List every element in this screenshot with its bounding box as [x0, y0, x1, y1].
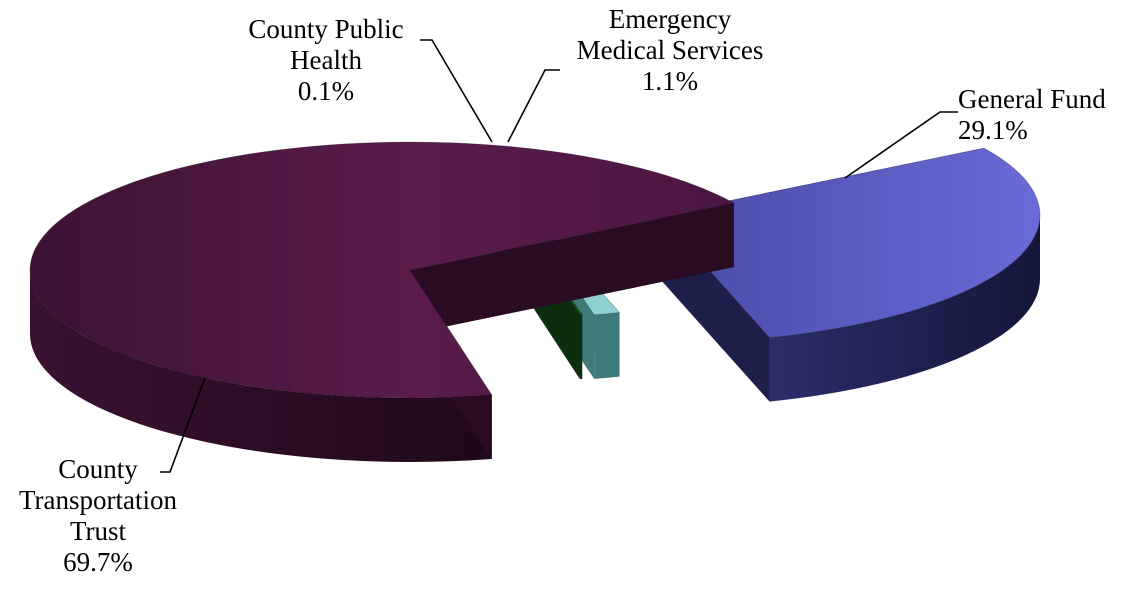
slice-percent-label: 69.7%: [63, 547, 133, 577]
leader-line: [420, 39, 493, 143]
slice-name-label: Transportation: [19, 485, 178, 515]
slice-name-label: Trust: [70, 516, 127, 546]
slice-percent-label: 0.1%: [298, 76, 354, 106]
slice-name-label: Health: [290, 45, 362, 75]
slice-percent-label: 29.1%: [958, 115, 1028, 145]
slice-name-label: Medical Services: [577, 35, 764, 65]
leader-line: [844, 111, 958, 179]
slice-name-label: General Fund: [958, 84, 1106, 114]
slice-label: County Public Health 0.1%: [248, 14, 403, 106]
pie-slice: [659, 147, 1041, 402]
leader-line: [507, 69, 560, 143]
slice-label: County Transportation Trust 69.7%: [19, 454, 178, 577]
slice-label: Emergency Medical Services 1.1%: [577, 4, 764, 96]
slice-name-label: County Public: [248, 14, 403, 44]
leader-line: [160, 377, 206, 473]
pie-slice: [29, 141, 736, 462]
slice-name-label: Emergency: [609, 4, 732, 34]
slice-percent-label: 1.1%: [642, 66, 698, 96]
slice-label: General Fund 29.1%: [958, 84, 1106, 145]
slice-name-label: County: [58, 454, 138, 484]
